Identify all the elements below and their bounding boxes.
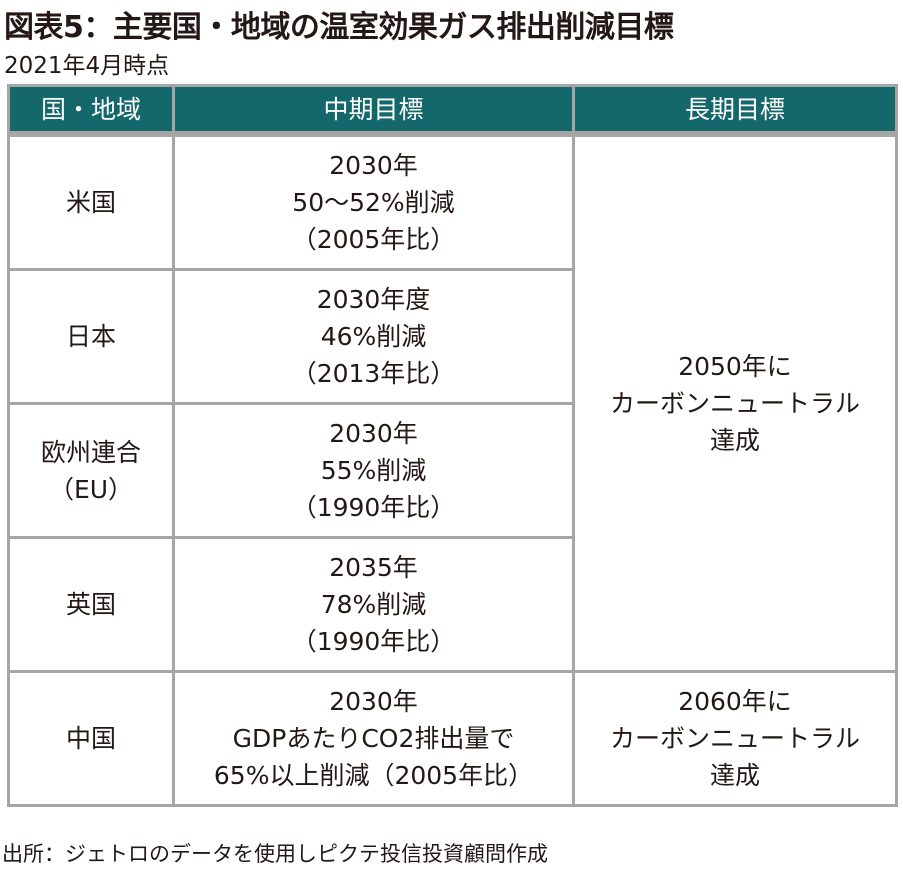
country-cell: 英国 xyxy=(7,536,175,673)
mid-term-line: 46%削減 xyxy=(320,322,427,351)
header-country: 国・地域 xyxy=(7,84,175,136)
figure-title: 図表5：主要国・地域の温室効果ガス排出削減目標 xyxy=(4,10,674,45)
figure-subtitle: 2021年4月時点 xyxy=(4,53,170,79)
country-name: 米国 xyxy=(65,188,116,217)
header-mid-term: 中期目標 xyxy=(172,84,575,136)
long-term-line: カーボンニュートラル xyxy=(609,724,860,753)
country-name: 欧州連合 xyxy=(40,437,141,467)
country-name: 中国 xyxy=(65,724,116,753)
mid-term-line: 2030年度 xyxy=(316,285,431,314)
table-row: 英国 2035年 78%削減 （1990年比） xyxy=(7,536,897,673)
header-long-term: 長期目標 xyxy=(572,84,898,136)
mid-term-line: 55%削減 xyxy=(320,456,427,485)
mid-term-line: （1990年比） xyxy=(291,627,456,656)
mid-term-line: （1990年比） xyxy=(291,493,456,522)
table-row: 米国 2030年 50～52%削減 （2005年比） 2050年に カーボンニュ… xyxy=(7,132,898,673)
country-name: 英国 xyxy=(65,590,116,619)
table-row: 中国 2030年 GDPあたりCO2排出量で 65%以上削減（2005年比） 2… xyxy=(7,670,898,807)
long-term-line: 達成 xyxy=(709,426,760,455)
country-name: 日本 xyxy=(65,322,116,351)
mid-term-line: （2005年比） xyxy=(291,225,456,254)
long-term-line: 2050年に xyxy=(678,352,792,381)
country-abbrev: （EU） xyxy=(48,474,134,504)
mid-term-cell: 2030年 50～52%削減 （2005年比） xyxy=(172,132,575,271)
long-term-line: 2060年に xyxy=(678,687,792,716)
source-note: 出所：ジェトロのデータを使用しピクテ投信投資顧問作成 xyxy=(2,842,548,866)
mid-term-line: 2030年 xyxy=(329,687,418,716)
country-cell: 日本 xyxy=(7,268,175,405)
mid-term-line: 65%以上削減（2005年比） xyxy=(213,761,534,790)
mid-term-cell: 2030年度 46%削減 （2013年比） xyxy=(172,268,575,405)
mid-term-line: 50～52%削減 xyxy=(292,188,455,217)
long-term-line: 達成 xyxy=(709,761,760,790)
country-cell: 欧州連合 （EU） xyxy=(7,402,175,539)
mid-term-line: 2030年 xyxy=(329,419,418,448)
mid-term-line: 78%削減 xyxy=(320,590,427,619)
mid-term-line: 2035年 xyxy=(329,553,418,582)
mid-term-line: GDPあたりCO2排出量で xyxy=(232,724,515,753)
emission-targets-table: 国・地域 中期目標 長期目標 米国 2030年 50～52%削減 （2005年比… xyxy=(7,84,898,807)
mid-term-cell: 2030年 GDPあたりCO2排出量で 65%以上削減（2005年比） xyxy=(172,670,575,807)
mid-term-line: 2030年 xyxy=(329,151,418,180)
table-header-row: 国・地域 中期目標 長期目標 xyxy=(7,84,898,136)
mid-term-line: （2013年比） xyxy=(291,359,456,388)
mid-term-cell: 2035年 78%削減 （1990年比） xyxy=(172,536,575,673)
long-term-shared-cell: 2050年に カーボンニュートラル 達成 xyxy=(572,132,898,673)
mid-term-cell: 2030年 55%削減 （1990年比） xyxy=(172,402,575,539)
table-row: 日本 2030年度 46%削減 （2013年比） xyxy=(7,268,897,405)
long-term-china-cell: 2060年に カーボンニュートラル 達成 xyxy=(572,670,898,807)
country-cell: 米国 xyxy=(7,132,175,271)
country-cell: 中国 xyxy=(7,670,175,807)
table-row: 欧州連合 （EU） 2030年 55%削減 （1990年比） xyxy=(7,402,897,539)
long-term-line: カーボンニュートラル xyxy=(609,389,860,418)
